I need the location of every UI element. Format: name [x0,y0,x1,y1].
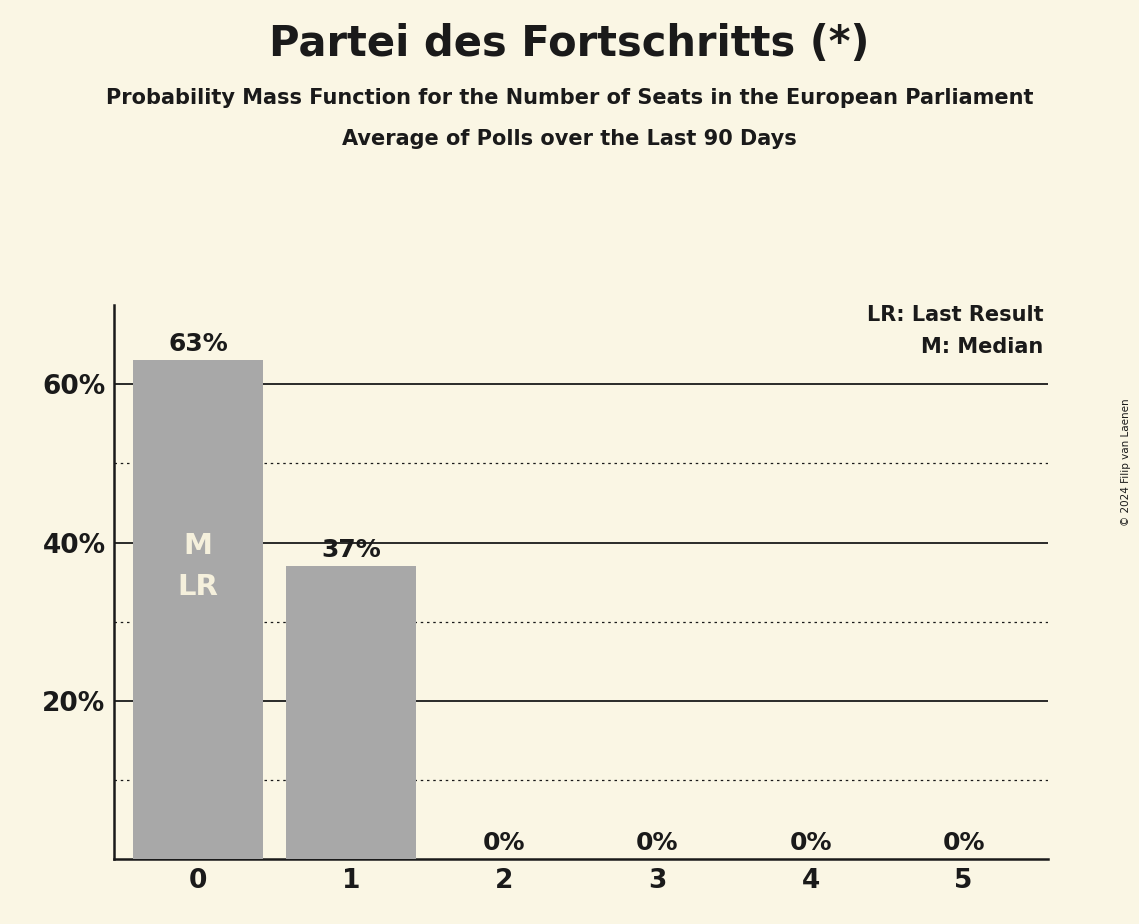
Text: 0%: 0% [789,832,831,856]
Text: 0%: 0% [942,832,985,856]
Text: Probability Mass Function for the Number of Seats in the European Parliament: Probability Mass Function for the Number… [106,88,1033,108]
Text: © 2024 Filip van Laenen: © 2024 Filip van Laenen [1121,398,1131,526]
Text: Average of Polls over the Last 90 Days: Average of Polls over the Last 90 Days [342,129,797,150]
Text: 0%: 0% [637,832,679,856]
Text: 37%: 37% [321,539,382,563]
Bar [286,566,416,859]
Bar [133,360,263,859]
Text: M: Median: M: Median [921,336,1043,357]
Text: 0%: 0% [483,832,525,856]
Text: LR: Last Result: LR: Last Result [867,305,1043,325]
Text: Partei des Fortschritts (*): Partei des Fortschritts (*) [269,23,870,65]
Text: M
LR: M LR [178,531,219,601]
Text: 63%: 63% [169,333,228,357]
